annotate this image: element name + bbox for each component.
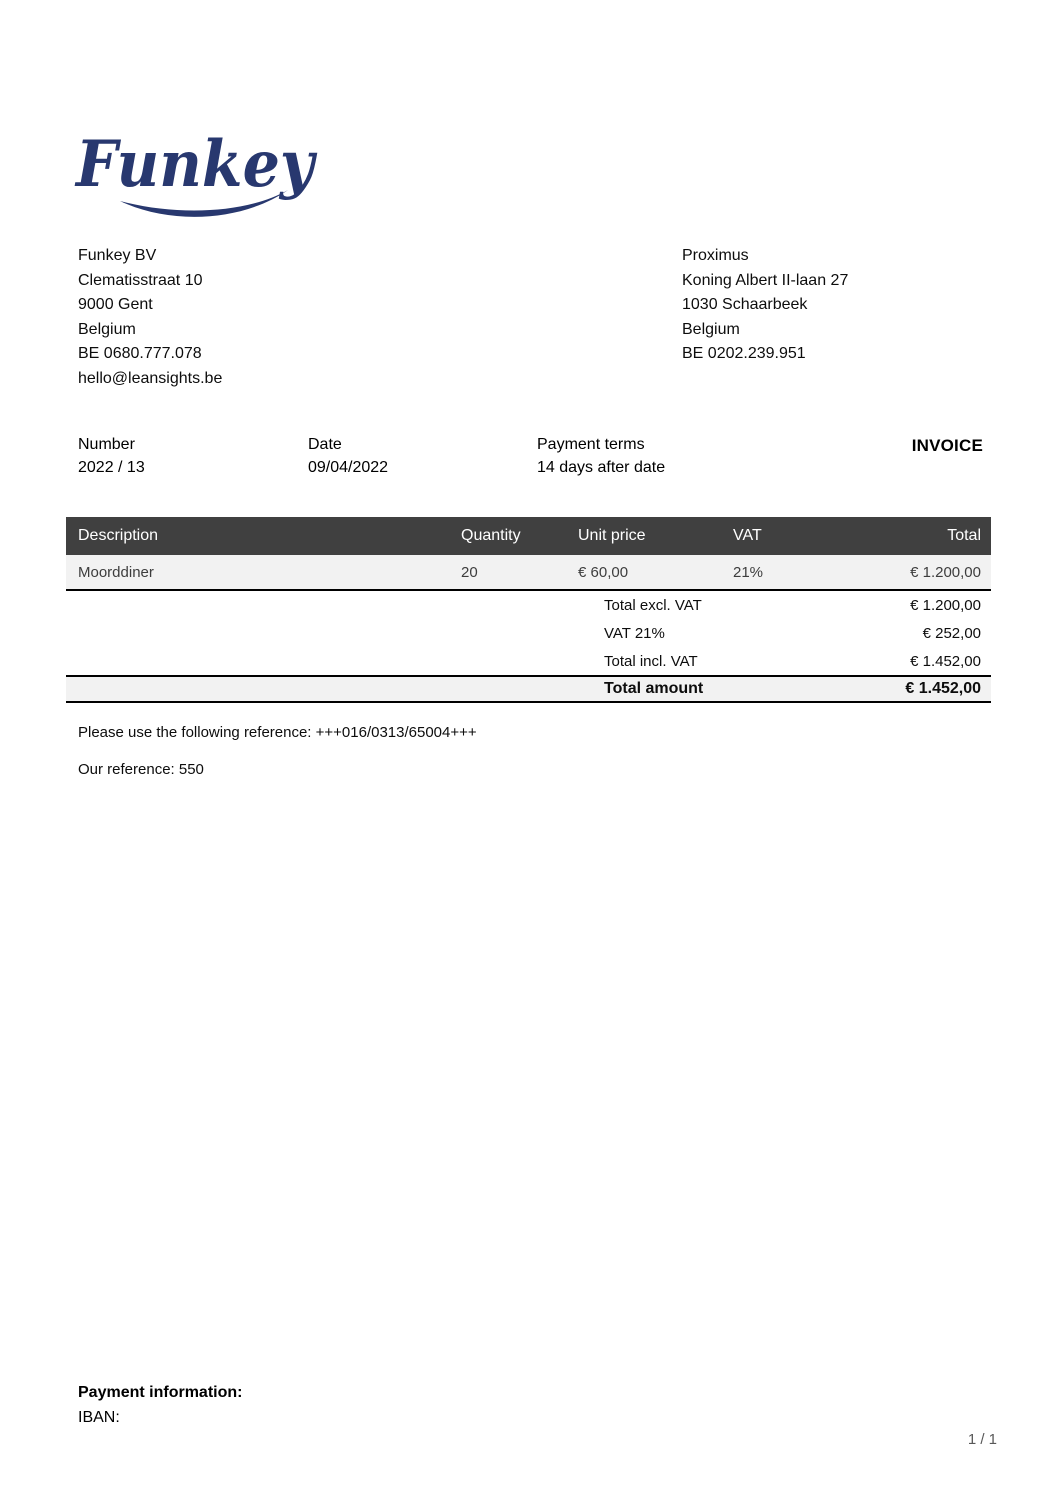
buyer-address-block: Proximus Koning Albert II-laan 27 1030 S… xyxy=(682,244,848,367)
seller-street: Clematisstraat 10 xyxy=(78,271,203,289)
invoice-date-field: Date 09/04/2022 xyxy=(308,436,388,477)
header-vat: VAT xyxy=(733,527,762,544)
iban-label: IBAN: xyxy=(78,1409,120,1426)
our-reference-note: Our reference: 550 xyxy=(78,761,204,778)
total-incl-vat-row: Total incl. VAT € 1.452,00 xyxy=(66,647,991,675)
header-quantity: Quantity xyxy=(461,527,521,544)
vat-amount-value: € 252,00 xyxy=(922,624,981,642)
buyer-street: Koning Albert II-laan 27 xyxy=(682,271,849,289)
invoice-date-value: 09/04/2022 xyxy=(308,459,389,476)
line-items-table: Description Quantity Unit price VAT Tota… xyxy=(66,517,991,703)
invoice-number-field: Number 2022 / 13 xyxy=(78,436,145,477)
table-header-row: Description Quantity Unit price VAT Tota… xyxy=(66,517,991,555)
seller-vat-number: BE 0680.777.078 xyxy=(78,345,202,362)
total-excl-vat-value: € 1.200,00 xyxy=(910,596,981,614)
invoice-meta-row: Number 2022 / 13 Date 09/04/2022 Payment… xyxy=(0,436,1058,486)
page-indicator: 1 / 1 xyxy=(967,1431,997,1448)
header-description: Description xyxy=(78,527,159,544)
buyer-name: Proximus xyxy=(682,247,749,264)
payment-terms-value: 14 days after date xyxy=(537,459,666,476)
row-vat: 21% xyxy=(733,563,764,581)
total-excl-vat-label: Total excl. VAT xyxy=(604,596,702,614)
seller-address-block: Funkey BV Clematisstraat 10 9000 Gent Be… xyxy=(78,244,222,391)
seller-name: Funkey BV xyxy=(78,247,157,264)
funkey-logo-graphic: Funkey xyxy=(74,127,317,217)
total-excl-vat-row: Total excl. VAT € 1.200,00 xyxy=(66,591,991,619)
table-row: Moorddiner 20 € 60,00 21% € 1.200,00 xyxy=(66,555,991,591)
invoice-date-label: Date xyxy=(308,436,342,453)
total-amount-row: Total amount € 1.452,00 xyxy=(66,675,991,703)
invoice-number-label: Number xyxy=(78,436,135,453)
payment-reference-note: Please use the following reference: +++0… xyxy=(78,724,477,741)
payment-information-title: Payment information: xyxy=(78,1384,243,1401)
vat-amount-label: VAT 21% xyxy=(604,624,665,642)
row-total: € 1.200,00 xyxy=(910,563,981,581)
invoice-number-value: 2022 / 13 xyxy=(78,459,145,476)
buyer-country: Belgium xyxy=(682,320,740,338)
header-total: Total xyxy=(947,527,981,544)
row-description: Moorddiner xyxy=(78,563,154,581)
funkey-logo: Funkey xyxy=(74,120,334,230)
row-unit-price: € 60,00 xyxy=(578,563,629,581)
total-incl-vat-label: Total incl. VAT xyxy=(604,652,698,670)
buyer-city: 1030 Schaarbeek xyxy=(682,296,808,313)
total-amount-value: € 1.452,00 xyxy=(905,680,981,697)
seller-country: Belgium xyxy=(78,320,136,338)
total-incl-vat-value: € 1.452,00 xyxy=(910,652,981,670)
total-amount-label: Total amount xyxy=(604,680,704,697)
buyer-vat-number: BE 0202.239.951 xyxy=(682,345,806,362)
document-title: INVOICE xyxy=(911,436,983,455)
payment-terms-label: Payment terms xyxy=(537,436,645,453)
seller-city: 9000 Gent xyxy=(78,296,153,313)
logo-text: Funkey xyxy=(74,127,317,202)
logo-swoosh-icon xyxy=(120,190,288,217)
payment-terms-field: Payment terms 14 days after date xyxy=(537,436,665,477)
seller-email: hello@leansights.be xyxy=(78,369,223,387)
header-unit-price: Unit price xyxy=(578,527,646,544)
row-quantity: 20 xyxy=(461,563,478,581)
vat-amount-row: VAT 21% € 252,00 xyxy=(66,619,991,647)
